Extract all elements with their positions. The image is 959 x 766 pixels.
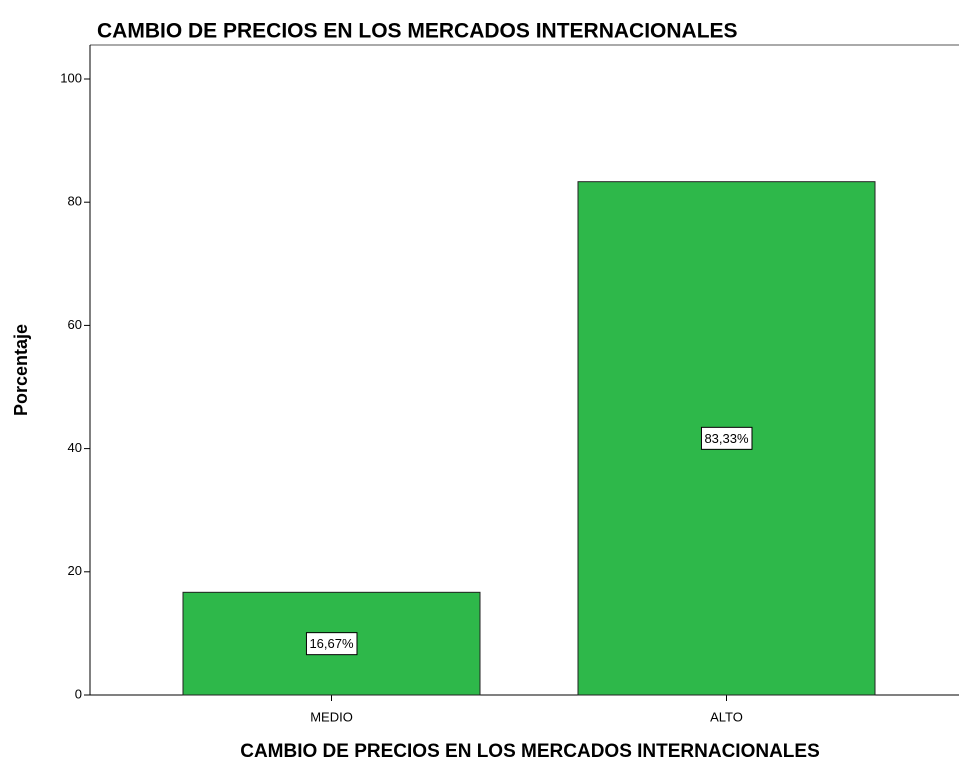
y-tick-label: 0 [75,686,82,701]
y-tick-label: 80 [68,194,82,209]
x-axis-label: CAMBIO DE PRECIOS EN LOS MERCADOS INTERN… [240,741,820,762]
value-label-box [305,632,358,656]
value-label: 83,33% [704,431,749,446]
value-label-box [700,426,753,450]
chart-title: CAMBIO DE PRECIOS EN LOS MERCADOS INTERN… [97,20,738,43]
y-tick-label: 20 [68,563,82,578]
y-tick-label: 100 [60,70,82,85]
y-tick-label: 60 [68,317,82,332]
y-axis-label: Porcentaje [11,324,31,416]
y-tick-label: 40 [68,440,82,455]
value-label: 16,67% [309,636,354,651]
x-tick-label: MEDIO [310,709,353,724]
x-tick-label: ALTO [710,709,743,724]
